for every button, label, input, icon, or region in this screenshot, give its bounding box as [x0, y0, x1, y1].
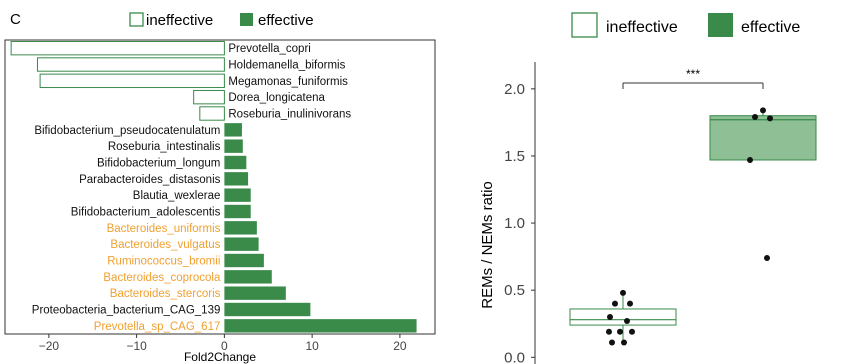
box-y-tick-label: 1.5 — [504, 148, 525, 165]
box-effective — [709, 115, 817, 161]
point-ineffective — [621, 339, 627, 346]
bar-label-Proteobacteria_bacterium_CAG_139: Proteobacteria_bacterium_CAG_139 — [32, 305, 221, 317]
significance-label: *** — [686, 67, 700, 81]
bar-label-Roseburia_intestinalis: Roseburia_intestinalis — [108, 141, 221, 153]
legend-label-effective-right: effective — [741, 19, 800, 36]
bar-Bifidobacterium_pseudocatenulatum — [224, 123, 242, 137]
legend-label-ineffective: ineffective — [146, 12, 213, 29]
bar-chart: Prevotella_copri Holdemanella_biformis Meg… — [4, 39, 436, 364]
bar-Bifidobacterium_adolescentis — [224, 204, 251, 219]
bar-label-Bifidobacterium_longum: Bifidobacterium_longum — [97, 158, 220, 170]
legend-label-effective: effective — [258, 12, 314, 29]
bar-Prevotella_sp_CAG_617 — [224, 319, 417, 333]
box-y-ticks: 0.0 0.5 1.0 1.5 2.0 — [504, 81, 535, 364]
bar-label-Prevotella_copri: Prevotella_copri — [228, 43, 310, 55]
bar-Bifidobacterium_longum — [224, 155, 247, 170]
bar-Ruminococcus_bromii — [224, 253, 264, 268]
bar-x-axis-label: Fold2Change — [184, 350, 256, 364]
bar-label-Bacteroides_vulgatus: Bacteroides_vulgatus — [110, 239, 220, 251]
box-y-tick-label: 0.5 — [504, 282, 525, 299]
panel-label: C — [10, 11, 21, 28]
bar-x-tick-label: −10 — [126, 339, 147, 353]
bar-x-tick-label: 20 — [393, 339, 407, 353]
bar-label-Parabacteroides_distasonis: Parabacteroides_distasonis — [79, 174, 221, 186]
bar-label-Holdemanella_biformis: Holdemanella_biformis — [228, 60, 345, 72]
bar-label-Bacteroides_coprocola: Bacteroides_coprocola — [103, 272, 221, 284]
left-legend: ineffective effective — [129, 12, 314, 29]
point-effective — [767, 115, 773, 122]
bar-label-Roseburia_inulinivorans: Roseburia_inulinivorans — [228, 109, 351, 121]
bar-Roseburia_inulinivorans — [199, 106, 225, 121]
bar-Holdemanella_biformis — [36, 57, 225, 72]
legend-swatch-effective — [240, 13, 253, 26]
point-ineffective — [627, 300, 633, 307]
box-y-axis-label: REMs / NEMs ratio — [479, 181, 496, 309]
point-effective — [760, 107, 766, 114]
box-ineffective — [569, 308, 677, 326]
legend-swatch-ineffective — [129, 12, 144, 27]
point-ineffective — [617, 328, 623, 335]
box-y-tick-label: 1.0 — [504, 215, 525, 232]
bar-Prevotella_copri — [10, 40, 225, 56]
bar-marks — [10, 40, 417, 333]
point-ineffective — [612, 300, 618, 307]
legend-swatch-effective-right — [708, 13, 733, 37]
bar-label-Blautia_wexlerae: Blautia_wexlerae — [133, 190, 221, 202]
bar-x-ticks: −20 −10 0 10 20 — [39, 334, 407, 353]
bar-label-Bifidobacterium_pseudocatenulatum: Bifidobacterium_pseudocatenulatum — [34, 125, 220, 137]
point-ineffective — [620, 289, 626, 296]
bar-label-Ruminococcus_bromii: Ruminococcus_bromii — [107, 256, 220, 268]
bar-labels: Prevotella_copri Holdemanella_biformis Meg… — [32, 43, 352, 333]
bar-label-Megamonas_funiformis: Megamonas_funiformis — [228, 76, 348, 88]
significance-bracket: *** — [622, 67, 764, 89]
bar-Bacteroides_coprocola — [224, 270, 272, 284]
bar-Blautia_wexlerae — [224, 188, 251, 202]
bar-chart-frame — [4, 39, 436, 335]
point-effective — [764, 254, 770, 261]
bar-label-Bifidobacterium_adolescentis: Bifidobacterium_adolescentis — [71, 207, 221, 219]
bar-Roseburia_intestinalis — [224, 139, 243, 153]
box-chart: 0.0 0.5 1.0 1.5 2.0 REMs / NEMs ratio *** — [479, 62, 817, 364]
bar-Proteobacteria_bacterium_CAG_139 — [224, 302, 311, 317]
box-y-tick-label: 2.0 — [504, 81, 525, 98]
point-effective — [752, 114, 758, 121]
box-y-tick-label: 0.0 — [504, 349, 525, 364]
box-marks — [569, 107, 817, 346]
right-legend: ineffective effective — [571, 12, 800, 38]
bar-x-tick-label: 10 — [305, 339, 319, 353]
bar-Bacteroides_vulgatus — [224, 237, 259, 251]
bar-x-tick-label: 0 — [221, 339, 228, 353]
bar-label-Dorea_longicatena: Dorea_longicatena — [228, 92, 325, 104]
point-effective — [747, 156, 753, 163]
point-ineffective — [624, 318, 630, 325]
bar-label-Bacteroides_stercoris: Bacteroides_stercoris — [110, 288, 221, 300]
bar-label-Prevotella_sp_CAG_617: Prevotella_sp_CAG_617 — [94, 321, 221, 333]
point-ineffective — [609, 339, 615, 346]
bar-Bacteroides_stercoris — [224, 286, 286, 300]
bar-Megamonas_funiformis — [39, 73, 225, 89]
bar-Bacteroides_uniformis — [224, 221, 257, 235]
bar-Dorea_longicatena — [193, 89, 225, 105]
bar-Parabacteroides_distasonis — [224, 172, 249, 186]
bar-x-tick-label: −20 — [39, 339, 60, 353]
point-ineffective — [606, 328, 612, 335]
bar-label-Bacteroides_uniformis: Bacteroides_uniformis — [107, 223, 221, 235]
point-ineffective — [607, 314, 613, 321]
legend-label-ineffective-right: ineffective — [606, 19, 678, 36]
legend-swatch-ineffective-right — [571, 12, 598, 38]
point-ineffective — [629, 328, 635, 335]
